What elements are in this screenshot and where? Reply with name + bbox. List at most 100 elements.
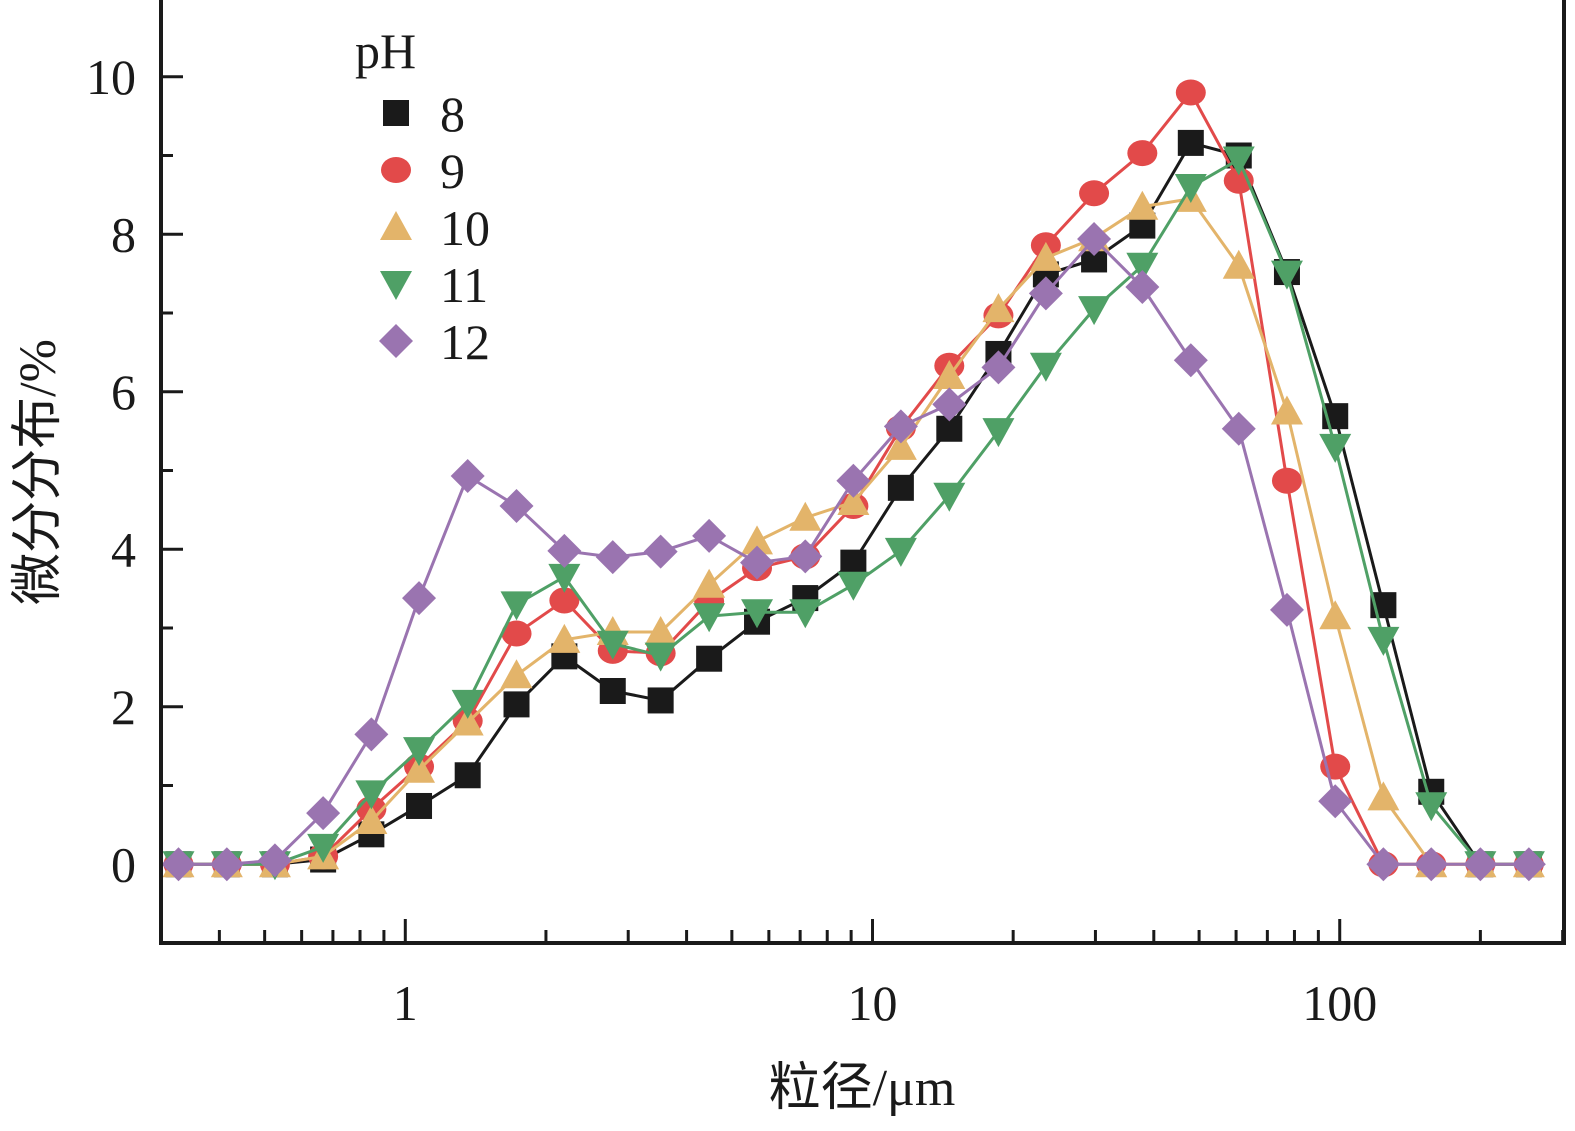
data-point — [1318, 784, 1353, 819]
data-point — [548, 623, 581, 653]
data-point — [1126, 190, 1159, 220]
data-point — [595, 540, 630, 575]
data-point — [837, 571, 870, 601]
data-point — [643, 534, 678, 569]
data-point — [981, 350, 1016, 385]
data-point — [1270, 260, 1303, 290]
data-point — [883, 409, 918, 444]
data-point — [548, 563, 581, 593]
series-ph-12 — [161, 221, 1546, 882]
y-tick-label: 8 — [111, 206, 136, 262]
data-point — [693, 603, 726, 633]
data-point — [932, 387, 967, 422]
data-point — [982, 418, 1015, 448]
y-tick-label: 2 — [111, 679, 136, 735]
legend-marker — [380, 211, 412, 240]
data-point — [403, 753, 436, 783]
data-point — [740, 545, 775, 580]
data-point — [933, 360, 966, 389]
data-point — [1319, 600, 1352, 630]
legend-item: 10 — [380, 200, 490, 256]
data-point — [789, 501, 822, 531]
data-point — [1078, 296, 1111, 326]
data-point — [1271, 467, 1302, 494]
data-point — [1415, 792, 1448, 822]
legend-marker — [383, 100, 409, 126]
data-point — [454, 762, 481, 789]
legend-item: 12 — [379, 314, 490, 370]
data-point — [1222, 146, 1255, 176]
data-point — [741, 525, 774, 555]
y-tick-label: 6 — [111, 364, 136, 420]
data-point — [1173, 343, 1208, 378]
data-point — [836, 463, 871, 498]
data-point — [1126, 252, 1159, 282]
legend-item: 9 — [381, 143, 465, 199]
legend-label: 11 — [440, 257, 488, 313]
legend-marker — [381, 157, 411, 183]
data-point — [1029, 352, 1062, 382]
data-point — [209, 847, 244, 882]
data-point — [1367, 626, 1400, 656]
data-point — [503, 691, 530, 718]
data-point — [402, 581, 437, 616]
data-point — [501, 620, 532, 647]
data-point — [933, 482, 966, 512]
y-tick-label: 10 — [86, 49, 136, 105]
legend-marker — [379, 324, 413, 358]
data-point — [644, 642, 677, 672]
plot-frame — [159, 0, 1566, 945]
data-point — [500, 659, 533, 689]
data-point — [647, 687, 674, 714]
data-point — [1367, 781, 1400, 811]
legend-label: 8 — [440, 86, 465, 142]
legend-marker — [380, 271, 412, 300]
data-point — [884, 537, 917, 567]
data-point — [1028, 276, 1063, 311]
data-point — [789, 599, 822, 629]
data-point — [1077, 221, 1112, 256]
axis-ticks — [159, 75, 1565, 945]
data-point — [982, 293, 1015, 323]
data-point — [161, 847, 196, 882]
data-point — [788, 539, 823, 574]
data-point — [1511, 847, 1546, 882]
x-axis-title: 粒径/μm — [769, 1060, 956, 1117]
data-point — [355, 780, 388, 810]
data-point — [1029, 241, 1062, 271]
data-point — [887, 474, 914, 501]
legend-item: 8 — [383, 86, 465, 142]
data-point — [1127, 140, 1158, 167]
data-point — [599, 678, 626, 704]
legend-label: 10 — [440, 200, 490, 256]
x-tick-label: 1 — [393, 975, 418, 1031]
legend-label: 12 — [440, 314, 490, 370]
data-point — [406, 792, 433, 819]
data-point — [450, 459, 485, 494]
data-point — [1174, 174, 1207, 203]
data-point — [500, 591, 533, 621]
data-point — [1269, 592, 1304, 627]
data-point — [1177, 129, 1204, 156]
data-point — [884, 430, 917, 460]
y-tick-label: 4 — [111, 521, 136, 577]
x-tick-labels: 1 10 100 — [393, 975, 1377, 1031]
data-point — [1175, 79, 1206, 106]
data-point — [499, 488, 534, 523]
data-point — [306, 796, 341, 831]
data-point — [354, 717, 389, 752]
data-point — [840, 549, 867, 576]
data-point — [1414, 847, 1449, 882]
y-tick-labels: 0 2 4 6 8 10 — [86, 49, 136, 893]
series-ph-11 — [162, 146, 1545, 881]
data-point — [644, 615, 677, 645]
data-point — [355, 804, 388, 834]
data-point — [451, 689, 484, 719]
data-point — [696, 645, 723, 672]
data-point — [1221, 411, 1256, 446]
legend-label: 9 — [440, 143, 465, 199]
data-point — [1079, 180, 1110, 207]
data-point — [596, 630, 629, 660]
